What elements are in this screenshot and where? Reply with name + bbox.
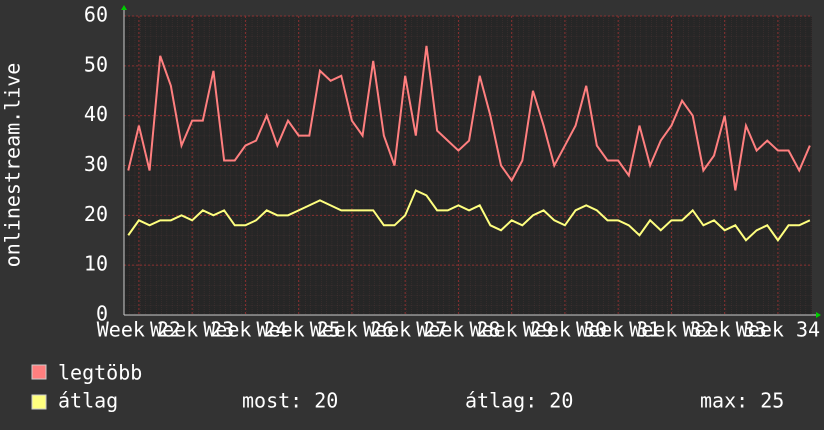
x-tick-label: Week 26 (310, 318, 394, 342)
legend-swatch (31, 394, 47, 410)
x-tick-label: Week 31 (576, 318, 660, 342)
stat: átlag: 20 (465, 389, 573, 413)
stat: most: 20 (242, 389, 338, 413)
legend-swatch (31, 364, 47, 380)
x-tick-label: Week 34 (736, 318, 820, 342)
legend-label: átlag (58, 389, 118, 413)
y-tick-label: 30 (84, 152, 108, 176)
x-tick-label: Week 32 (629, 318, 713, 342)
y-tick-label: 40 (84, 102, 108, 126)
series-line (127, 189, 811, 242)
x-tick-label: Week 29 (470, 318, 554, 342)
legend-label: legtöbb (58, 361, 142, 385)
y-tick-label: 50 (84, 52, 108, 76)
x-tick-label: Week 23 (150, 318, 234, 342)
x-tick-label: Week 25 (257, 318, 341, 342)
y-tick-label: 0 (96, 302, 108, 326)
stat: max: 25 (700, 389, 784, 413)
x-tick-label: Week 27 (363, 318, 447, 342)
axis-arrow (816, 312, 821, 318)
x-tick-label: Week 24 (203, 318, 287, 342)
axis-arrow (121, 5, 127, 10)
x-tick-label: Week 33 (683, 318, 767, 342)
x-tick-label: Week 28 (416, 318, 500, 342)
x-tick-label: Week 22 (97, 318, 181, 342)
y-tick-label: 10 (84, 252, 108, 276)
y-tick-label: 20 (84, 202, 108, 226)
y-tick-label: 60 (84, 3, 108, 27)
x-tick-label: Week 30 (523, 318, 607, 342)
series-line (127, 45, 811, 191)
y-axis-label: onlinestream.live (1, 63, 25, 268)
